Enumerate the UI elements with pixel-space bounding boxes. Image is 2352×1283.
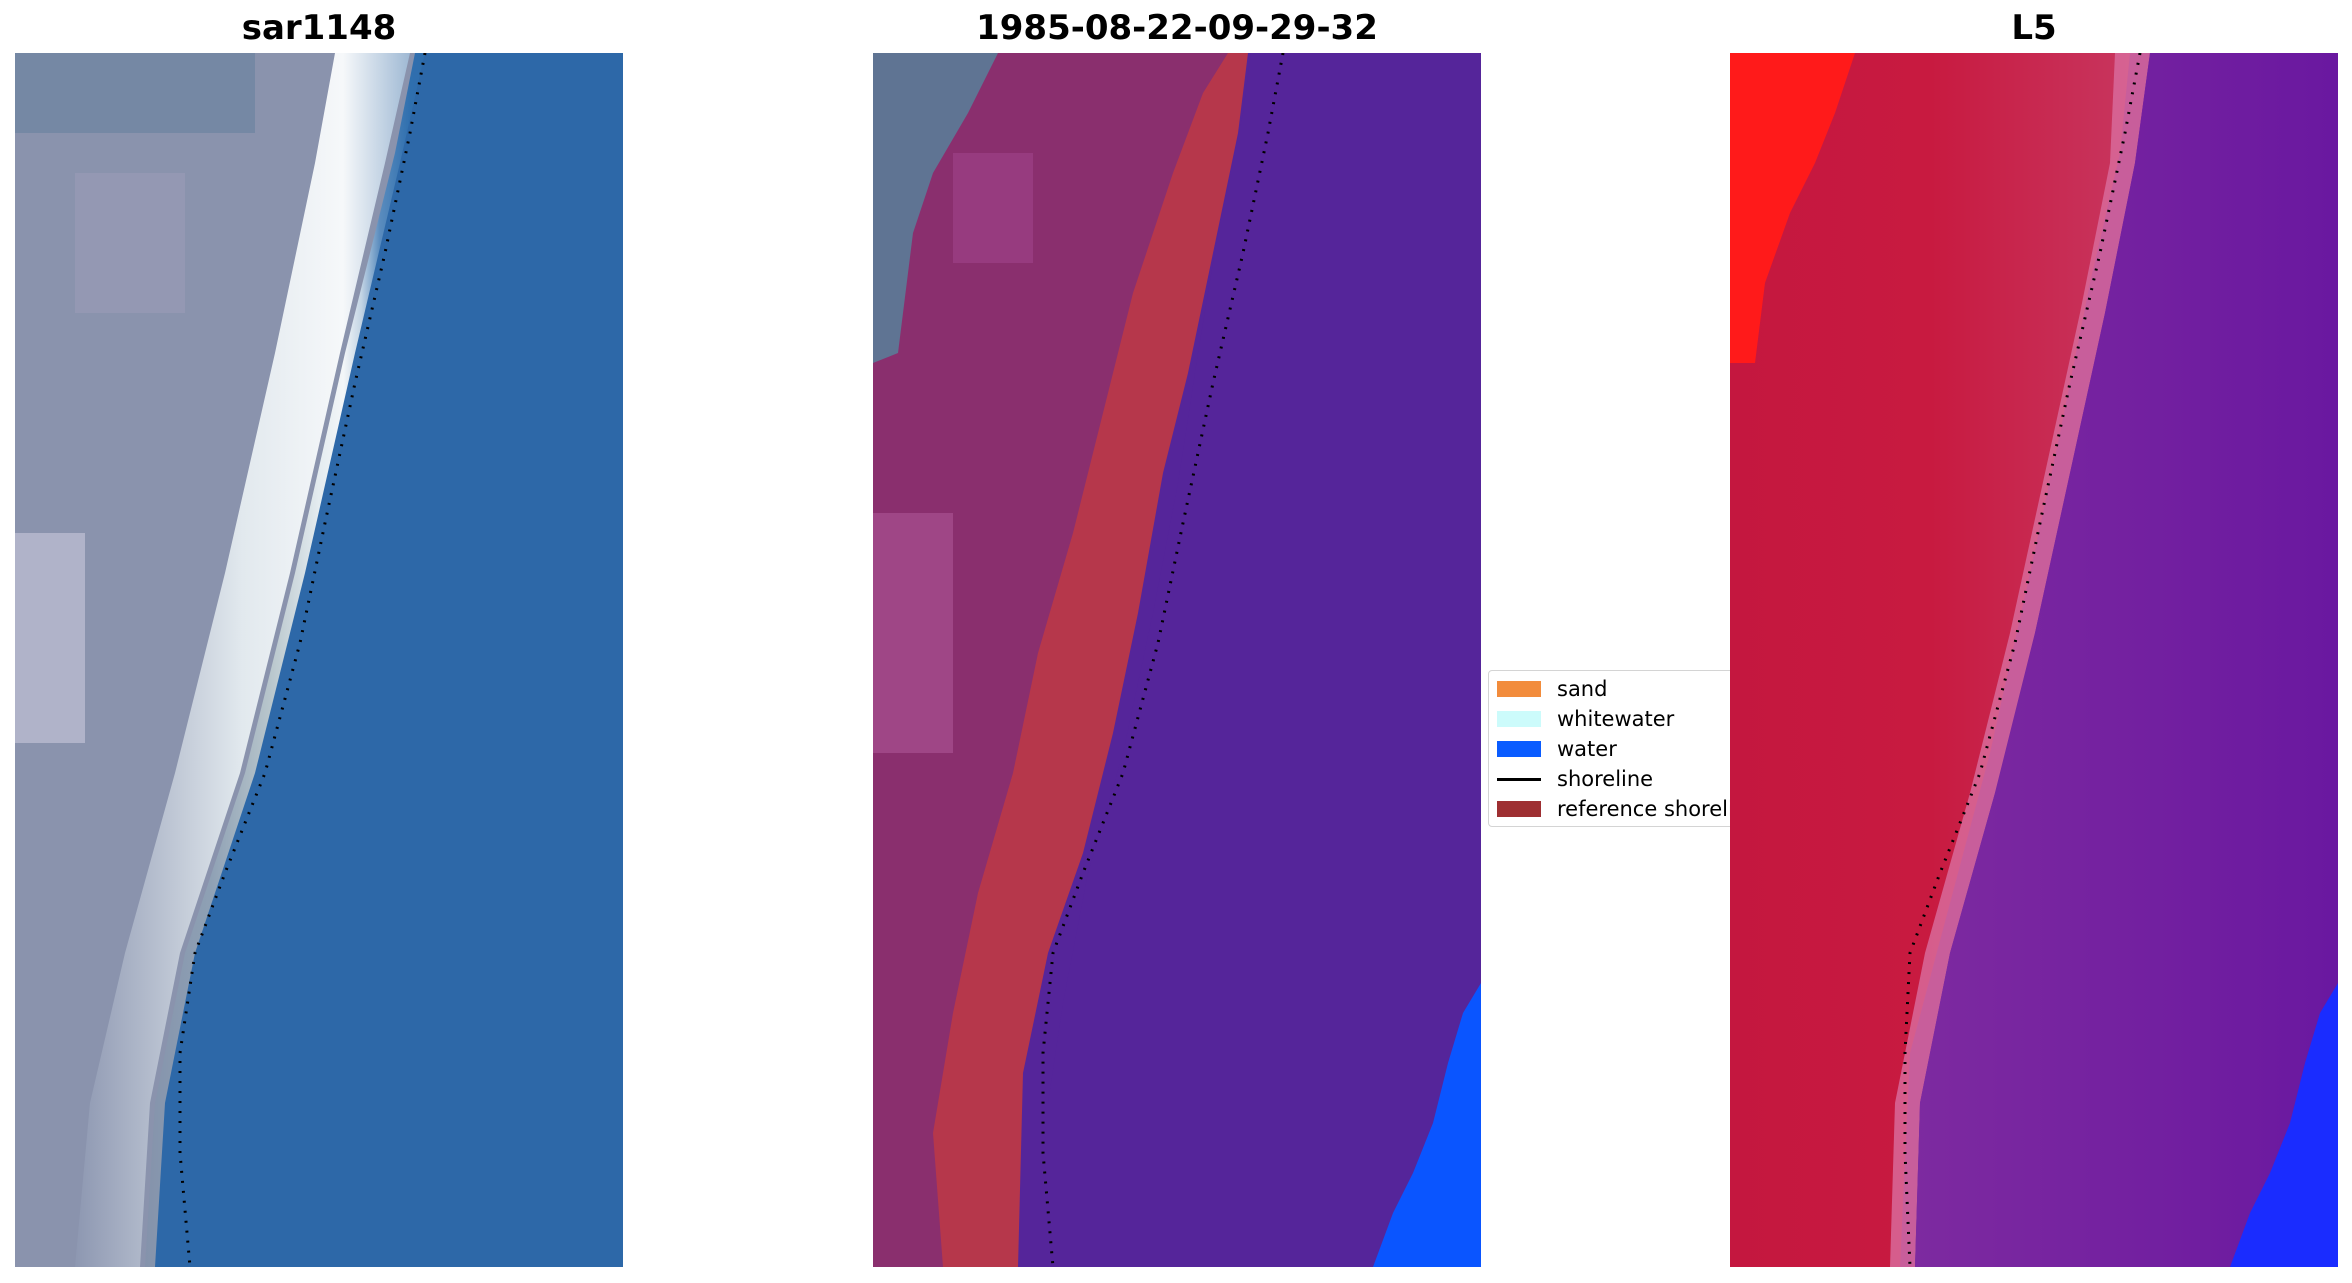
legend-label: whitewater: [1557, 707, 1675, 731]
classification-panel: [873, 53, 1481, 1267]
legend-label: sand: [1557, 677, 1608, 701]
legend-label: reference shoreline: [1557, 797, 1733, 821]
index-water-area: [1915, 53, 2338, 1267]
inland-patch: [15, 533, 85, 743]
water-bright-area: [1373, 983, 1481, 1267]
reference-shoreline-swatch: [1497, 801, 1541, 817]
legend-item-water: water: [1497, 734, 1617, 764]
inland-patch: [75, 173, 185, 313]
water-class-area: [1048, 53, 1481, 1267]
panel-title-index: L5: [2011, 8, 2057, 48]
legend-label: water: [1557, 737, 1617, 761]
inland-patch: [15, 53, 255, 133]
satellite-image: [15, 53, 623, 1267]
shoreline: [1041, 53, 1285, 1267]
index-land-area: [1730, 53, 2130, 1267]
water-swatch: [1497, 741, 1541, 757]
sand-strip: [933, 53, 1248, 1267]
classification-image: [873, 53, 1481, 1267]
land-patch: [953, 153, 1033, 263]
legend-label: shoreline: [1557, 767, 1654, 791]
index-image: [1730, 53, 2338, 1267]
shoreline: [178, 53, 427, 1267]
index-transition-strip: [1890, 53, 2150, 1267]
beach-strip: [75, 53, 410, 1267]
shoreline-swatch: [1497, 777, 1541, 781]
index-high-area: [1730, 53, 1855, 363]
water-area: [155, 53, 623, 1267]
legend-item-whitewater: whitewater: [1497, 704, 1674, 734]
sand-swatch: [1497, 681, 1541, 697]
panel-title-satellite: sar1148: [241, 8, 397, 48]
index-image-panel: [1730, 53, 2338, 1267]
legend-item-reference-shoreline: reference shoreline: [1497, 794, 1733, 824]
shoreline: [1903, 53, 2142, 1267]
legend-item-shoreline: shoreline: [1497, 764, 1653, 794]
whitewater-swatch: [1497, 711, 1541, 727]
satellite-image-panel: [15, 53, 623, 1267]
unclassified-area: [873, 53, 998, 363]
legend-item-sand: sand: [1497, 674, 1607, 704]
land-patch: [873, 513, 953, 753]
index-bright-water: [2230, 983, 2338, 1267]
panel-title-classification: 1985-08-22-09-29-32: [976, 8, 1378, 48]
legend: sand whitewater water shoreline referenc…: [1488, 670, 1734, 827]
